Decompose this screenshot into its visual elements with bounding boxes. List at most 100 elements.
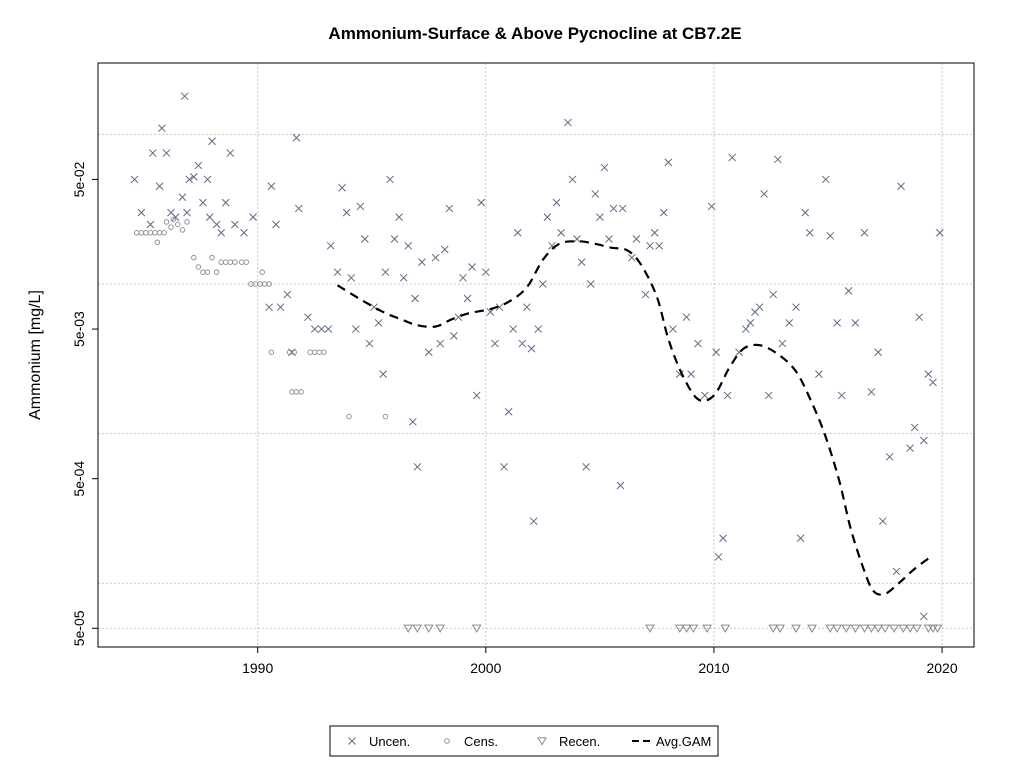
legend-label: Cens. [464,734,498,749]
uncen-point [760,190,768,198]
uncen-point [728,153,737,162]
cens-point [147,230,154,236]
uncen-point [929,378,937,387]
legend-label: Uncen. [369,734,410,749]
uncen-point [351,325,360,333]
uncen-point [183,208,191,217]
x-tick-label: 2010 [698,660,729,676]
uncen-point [445,204,454,213]
recen-point [932,624,943,633]
uncen-point [326,241,335,250]
cens-point [268,349,275,355]
uncen-point [472,391,481,400]
uncen-point [283,290,292,299]
uncen-point [815,370,823,378]
recen-point [403,624,414,633]
uncen-point [440,245,449,254]
uncen-point [194,161,203,170]
uncen-point [404,241,413,250]
y-tick-label: 5e-04 [71,461,87,497]
uncen-point [468,263,476,271]
cens-point [222,259,229,265]
recen-point [791,624,801,633]
cens-point [143,230,149,236]
uncen-point [365,339,374,348]
cens-point [195,264,202,270]
uncen-point [212,220,221,229]
uncen-point [411,294,419,303]
cens-point [259,269,266,275]
uncen-point [915,313,924,322]
uncen-point [178,193,187,202]
uncen-point [600,163,609,172]
uncen-point [851,319,860,327]
x-tick-label: 2000 [470,660,501,676]
uncen-point [591,190,600,198]
uncen-point [500,462,508,471]
uncen-point [399,273,408,282]
uncen-point [361,235,369,243]
uncen-point [616,481,625,490]
uncen-point [669,325,677,333]
uncen-point [450,332,458,340]
grid [98,63,974,647]
uncen-point [885,452,894,461]
uncen-point [338,183,346,192]
uncen-point [424,348,433,357]
uncen-point [189,173,198,181]
uncen-point [682,313,691,322]
uncen-point [707,202,716,211]
uncen-point [719,534,727,543]
uncen-point [582,462,591,471]
uncen-point [317,325,326,333]
uncen-point [586,280,595,288]
cens-point [213,269,220,275]
uncen-point [769,290,778,299]
uncen-point [527,344,536,353]
uncen-point [826,231,835,240]
uncen-point [764,391,773,400]
cens-point [218,259,224,265]
recen-point [702,624,712,633]
uncen-point [664,158,673,167]
cens-point [311,349,318,355]
cens-point [154,239,161,246]
uncen-point [513,228,522,237]
recen-point [768,624,779,633]
cens-point [184,219,190,225]
uncen-point [265,303,273,312]
uncen-point [860,228,869,237]
uncen-point [162,149,171,157]
uncen-point [431,253,440,262]
cens-point [170,216,177,223]
uncen-point [568,175,577,184]
uncen-point [785,319,794,327]
chart-title: Ammonium-Surface & Above Pycnocline at C… [328,24,741,43]
uncen-point [605,235,613,243]
uncen-point [700,391,709,400]
uncen-point [910,423,919,432]
legend-cens-marker [444,738,450,744]
uncen-point [436,339,445,348]
legend-label: Recen. [559,734,600,749]
uncen-point [632,235,641,243]
cens-point [307,349,313,355]
uncen-point [596,213,604,221]
legend-box [329,725,719,757]
recen-point [412,624,423,633]
cens-point [232,259,238,265]
uncen-point [833,319,841,327]
cens-point [152,230,158,236]
y-tick-label: 5e-02 [71,161,87,197]
recen-point [873,624,884,633]
uncen-point [185,175,194,184]
recen-point [435,624,446,633]
recen-point [898,624,909,633]
uncen-point [538,280,547,288]
uncen-point [137,208,146,217]
cens-point [163,219,170,225]
cens-point [298,389,304,395]
x-tick-label: 1990 [242,660,273,676]
uncen-point [205,213,214,221]
cens-point [134,230,140,236]
